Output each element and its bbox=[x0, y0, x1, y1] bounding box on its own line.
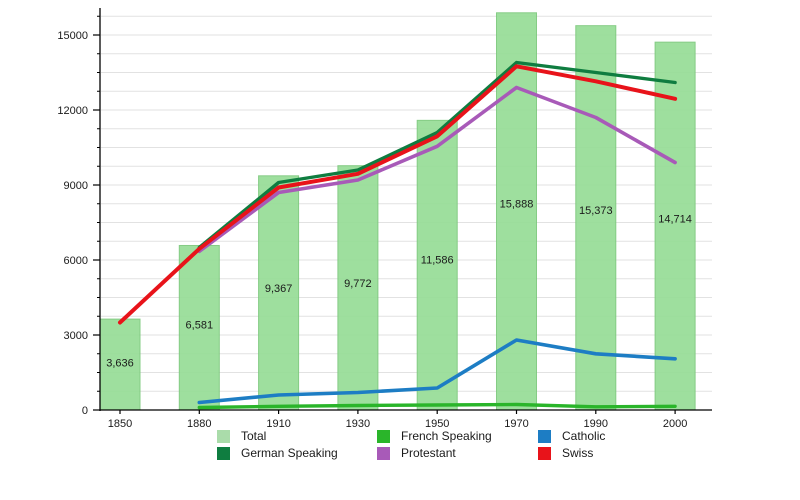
svg-text:15,888: 15,888 bbox=[500, 198, 534, 210]
svg-text:1850: 1850 bbox=[108, 418, 132, 430]
svg-text:1910: 1910 bbox=[266, 418, 290, 430]
svg-text:6000: 6000 bbox=[64, 255, 88, 267]
svg-text:1970: 1970 bbox=[504, 418, 528, 430]
svg-text:3000: 3000 bbox=[64, 330, 88, 342]
svg-text:15,373: 15,373 bbox=[579, 205, 613, 217]
svg-text:3,636: 3,636 bbox=[106, 358, 134, 370]
svg-text:11,586: 11,586 bbox=[421, 254, 454, 266]
svg-text:1990: 1990 bbox=[584, 418, 608, 430]
svg-text:15000: 15000 bbox=[57, 30, 88, 42]
svg-text:1930: 1930 bbox=[346, 418, 370, 430]
svg-text:2000: 2000 bbox=[663, 418, 687, 430]
svg-text:9000: 9000 bbox=[64, 180, 88, 192]
svg-text:14,714: 14,714 bbox=[658, 214, 692, 226]
svg-text:1880: 1880 bbox=[187, 418, 211, 430]
svg-text:12000: 12000 bbox=[57, 105, 88, 117]
svg-text:6,581: 6,581 bbox=[186, 319, 214, 331]
svg-text:1950: 1950 bbox=[425, 418, 449, 430]
svg-text:9,772: 9,772 bbox=[344, 278, 372, 290]
svg-text:0: 0 bbox=[82, 405, 88, 417]
svg-text:9,367: 9,367 bbox=[265, 283, 293, 295]
